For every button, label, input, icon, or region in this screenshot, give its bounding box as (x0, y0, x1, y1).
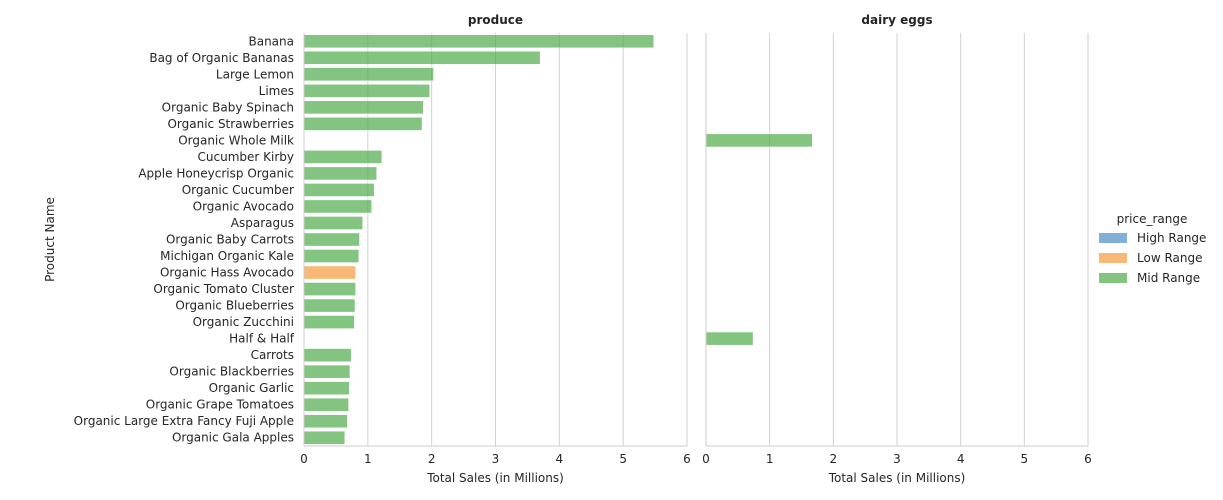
legend-swatch-mid-range (1099, 273, 1127, 283)
x-tick-label-dairy-eggs-0: 0 (702, 452, 710, 466)
bar-organic-garlic (303, 381, 350, 396)
y-tick-label: Organic Avocado (193, 199, 294, 213)
bar-organic-grape-tomatoes (303, 397, 349, 412)
y-tick-label: Organic Baby Spinach (162, 100, 294, 114)
bar-organic-blueberries (303, 298, 356, 313)
y-tick-label: Apple Honeycrisp Organic (138, 166, 294, 180)
legend-title: price_range (1117, 212, 1188, 226)
y-tick-label: Organic Blackberries (169, 365, 294, 379)
x-tick-label-produce-5: 5 (619, 452, 627, 466)
y-tick-label: Carrots (251, 348, 294, 362)
y-tick-label: Banana (248, 34, 294, 48)
y-tick-label: Organic Cucumber (182, 183, 294, 197)
legend-label-high-range: High Range (1137, 231, 1206, 245)
y-tick-label: Limes (259, 84, 294, 98)
bar-organic-avocado (303, 199, 372, 214)
x-tick-label-dairy-eggs-3: 3 (893, 452, 901, 466)
x-tick-label-produce-3: 3 (492, 452, 500, 466)
x-tick-label-produce-4: 4 (556, 452, 564, 466)
x-tick-label-produce-6: 6 (683, 452, 691, 466)
bar-organic-tomato-cluster (303, 282, 357, 296)
bar-limes (303, 83, 431, 98)
bar-organic-whole-milk (705, 133, 813, 148)
bar-michigan-organic-kale (303, 249, 360, 263)
bar-banana (303, 34, 655, 49)
x-axis-title-dairy-eggs: Total Sales (in Millions) (828, 471, 966, 485)
panel-title-produce: produce (468, 13, 523, 27)
legend-swatch-low-range (1099, 253, 1127, 263)
legend-label-mid-range: Mid Range (1137, 271, 1200, 285)
y-tick-label: Organic Tomato Cluster (153, 282, 294, 296)
y-tick-label: Organic Blueberries (175, 299, 294, 313)
y-tick-label: Organic Gala Apples (172, 431, 294, 445)
y-tick-label: Organic Strawberries (167, 117, 294, 131)
bar-asparagus (303, 216, 364, 230)
bar-half-half (705, 331, 754, 346)
y-tick-label: Organic Grape Tomatoes (146, 398, 294, 412)
bar-organic-large-extra-fancy-fuji-apple (303, 414, 348, 429)
y-tick-label: Large Lemon (216, 67, 294, 81)
y-axis-title: Product Name (43, 197, 57, 282)
bar-organic-strawberries (303, 116, 423, 131)
x-tick-label-dairy-eggs-4: 4 (957, 452, 965, 466)
bar-organic-blackberries (303, 364, 351, 379)
x-tick-label-produce-2: 2 (428, 452, 436, 466)
y-tick-label: Asparagus (231, 216, 294, 230)
bar-organic-zucchini (303, 315, 355, 330)
x-axis-title-produce: Total Sales (in Millions) (426, 471, 564, 485)
y-tick-label: Organic Baby Carrots (166, 233, 294, 247)
bar-organic-baby-carrots (303, 232, 360, 247)
bar-carrots (303, 348, 352, 363)
x-tick-label-dairy-eggs-2: 2 (830, 452, 838, 466)
panel-title-dairy-eggs: dairy eggs (861, 13, 932, 27)
bar-bag-of-organic-bananas (303, 50, 541, 65)
x-tick-label-produce-0: 0 (300, 452, 308, 466)
x-tick-label-dairy-eggs-5: 5 (1021, 452, 1029, 466)
y-tick-label: Cucumber Kirby (198, 150, 294, 164)
y-tick-label: Organic Large Extra Fancy Fuji Apple (74, 414, 294, 428)
y-tick-label: Bag of Organic Bananas (149, 51, 294, 65)
legend-swatch-high-range (1099, 233, 1127, 243)
x-tick-label-dairy-eggs-1: 1 (766, 452, 774, 466)
y-tick-label: Organic Garlic (209, 381, 294, 395)
bar-cucumber-kirby (303, 149, 383, 164)
legend-label-low-range: Low Range (1137, 251, 1202, 265)
x-tick-label-dairy-eggs-6: 6 (1084, 452, 1092, 466)
bar-large-lemon (303, 67, 434, 82)
y-tick-label: Organic Zucchini (193, 315, 294, 329)
y-tick-label: Organic Whole Milk (178, 133, 294, 147)
x-tick-label-produce-1: 1 (364, 452, 372, 466)
y-tick-label: Half & Half (229, 332, 295, 346)
y-tick-label: Michigan Organic Kale (160, 249, 294, 263)
bar-organic-baby-spinach (303, 100, 424, 115)
bar-apple-honeycrisp-organic (303, 166, 378, 181)
y-tick-label: Organic Hass Avocado (160, 266, 294, 280)
bar-organic-cucumber (303, 183, 375, 197)
bar-organic-gala-apples (303, 430, 346, 445)
bar-organic-hass-avocado (303, 265, 357, 280)
